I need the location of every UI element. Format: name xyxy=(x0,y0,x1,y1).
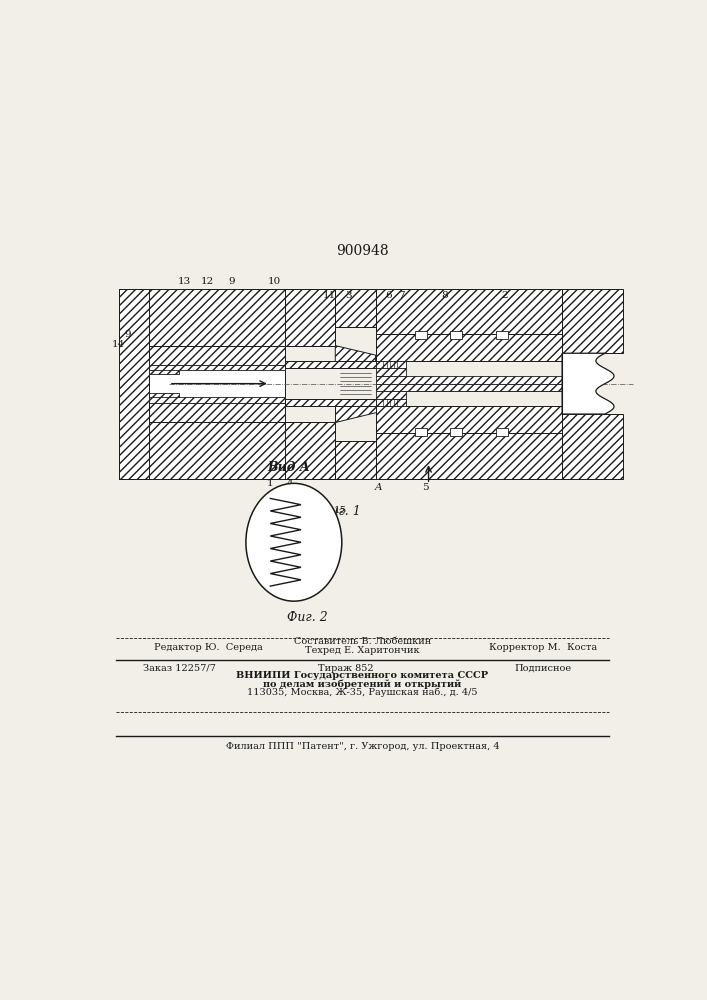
Text: 3: 3 xyxy=(345,291,352,300)
Text: 9: 9 xyxy=(124,330,131,339)
Text: Филиал ППП "Патент", г. Ужгород, ул. Проектная, 4: Филиал ППП "Патент", г. Ужгород, ул. Про… xyxy=(226,742,499,751)
Bar xyxy=(496,331,508,339)
Polygon shape xyxy=(335,346,375,365)
Text: 12: 12 xyxy=(201,277,214,286)
Text: 14: 14 xyxy=(112,340,125,349)
Text: Корректор М.  Коста: Корректор М. Коста xyxy=(489,643,597,652)
Text: Составитель В. Любешкин: Составитель В. Любешкин xyxy=(293,637,431,646)
Text: 2: 2 xyxy=(501,291,508,300)
Bar xyxy=(415,428,427,436)
Polygon shape xyxy=(148,403,285,422)
Text: 6: 6 xyxy=(385,291,392,300)
Polygon shape xyxy=(375,376,562,384)
Text: Заказ 12257/7: Заказ 12257/7 xyxy=(144,664,216,673)
Polygon shape xyxy=(335,403,375,422)
Polygon shape xyxy=(119,422,330,479)
Polygon shape xyxy=(375,334,562,361)
Text: Подписное: Подписное xyxy=(515,664,572,673)
Text: Редактор Ю.  Середа: Редактор Ю. Середа xyxy=(154,643,263,652)
Polygon shape xyxy=(335,441,375,479)
Bar xyxy=(450,428,462,436)
Bar xyxy=(496,428,508,436)
Polygon shape xyxy=(562,414,623,479)
Text: ВНИИПИ Государственного комитета СССР: ВНИИПИ Государственного комитета СССР xyxy=(236,671,489,680)
Polygon shape xyxy=(375,289,562,334)
Polygon shape xyxy=(375,376,562,391)
Polygon shape xyxy=(285,289,335,346)
Ellipse shape xyxy=(246,483,341,601)
Polygon shape xyxy=(375,391,406,399)
Polygon shape xyxy=(562,289,623,353)
Text: 7: 7 xyxy=(399,291,405,300)
Text: 113035, Москва, Ж-35, Раушская наб., д. 4/5: 113035, Москва, Ж-35, Раушская наб., д. … xyxy=(247,688,478,697)
Text: 11: 11 xyxy=(323,291,336,300)
Bar xyxy=(450,331,462,339)
Polygon shape xyxy=(285,399,375,406)
Polygon shape xyxy=(285,422,335,479)
Text: A: A xyxy=(375,483,382,492)
Text: Фиг. 1: Фиг. 1 xyxy=(320,505,361,518)
Polygon shape xyxy=(285,361,375,368)
Polygon shape xyxy=(148,365,285,403)
Text: Техред Е. Харитончик: Техред Е. Харитончик xyxy=(305,646,420,655)
Polygon shape xyxy=(148,397,285,403)
Polygon shape xyxy=(335,289,375,327)
Text: 15: 15 xyxy=(333,506,346,515)
Polygon shape xyxy=(148,365,285,370)
Polygon shape xyxy=(375,399,406,406)
Text: 1: 1 xyxy=(267,479,274,488)
Polygon shape xyxy=(148,365,179,374)
Polygon shape xyxy=(119,289,330,346)
Polygon shape xyxy=(148,393,179,403)
Text: Тираж 852: Тираж 852 xyxy=(318,664,374,673)
Text: 13: 13 xyxy=(177,277,191,286)
Polygon shape xyxy=(375,376,562,391)
Bar xyxy=(415,331,427,339)
Polygon shape xyxy=(562,353,614,414)
Text: Фиг. 2: Фиг. 2 xyxy=(287,611,328,624)
Text: 5: 5 xyxy=(422,483,428,492)
Polygon shape xyxy=(119,289,148,479)
Text: 8: 8 xyxy=(441,291,448,300)
Polygon shape xyxy=(375,368,406,376)
Text: 900948: 900948 xyxy=(336,244,389,258)
Polygon shape xyxy=(375,406,562,433)
Text: 9: 9 xyxy=(228,277,235,286)
Text: Вид A: Вид A xyxy=(267,461,310,474)
Text: 4: 4 xyxy=(287,479,293,488)
Text: 10: 10 xyxy=(268,277,281,286)
Polygon shape xyxy=(375,361,406,368)
Polygon shape xyxy=(148,346,285,365)
Polygon shape xyxy=(375,384,562,391)
Polygon shape xyxy=(375,433,562,479)
Text: по делам изобретений и открытий: по делам изобретений и открытий xyxy=(263,679,462,689)
